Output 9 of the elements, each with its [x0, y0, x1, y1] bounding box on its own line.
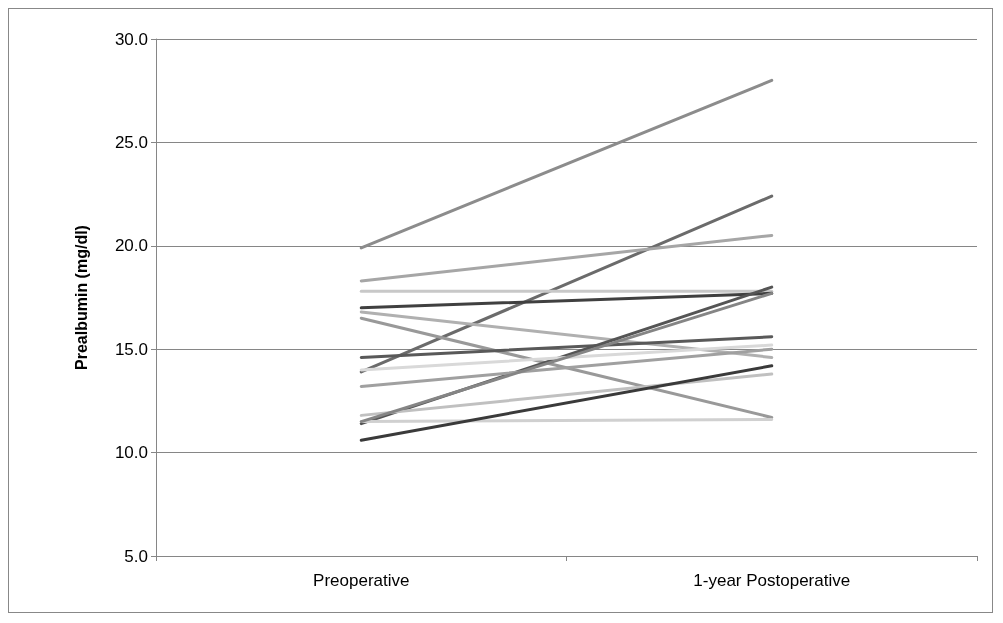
x-tick-label: Preoperative	[313, 571, 410, 590]
y-tick-label: 20.0	[114, 236, 148, 256]
y-tick-label: 15.0	[114, 339, 148, 359]
y-tick-label: 25.0	[114, 132, 148, 152]
x-tick-label: 1-year Postoperative	[693, 571, 851, 590]
y-tick-label: 30.0	[114, 29, 148, 49]
y-tick-label: 10.0	[114, 443, 148, 463]
y-tick-label: 5.0	[124, 546, 148, 566]
y-axis-title: Prealbumin (mg/dl)	[72, 225, 90, 370]
